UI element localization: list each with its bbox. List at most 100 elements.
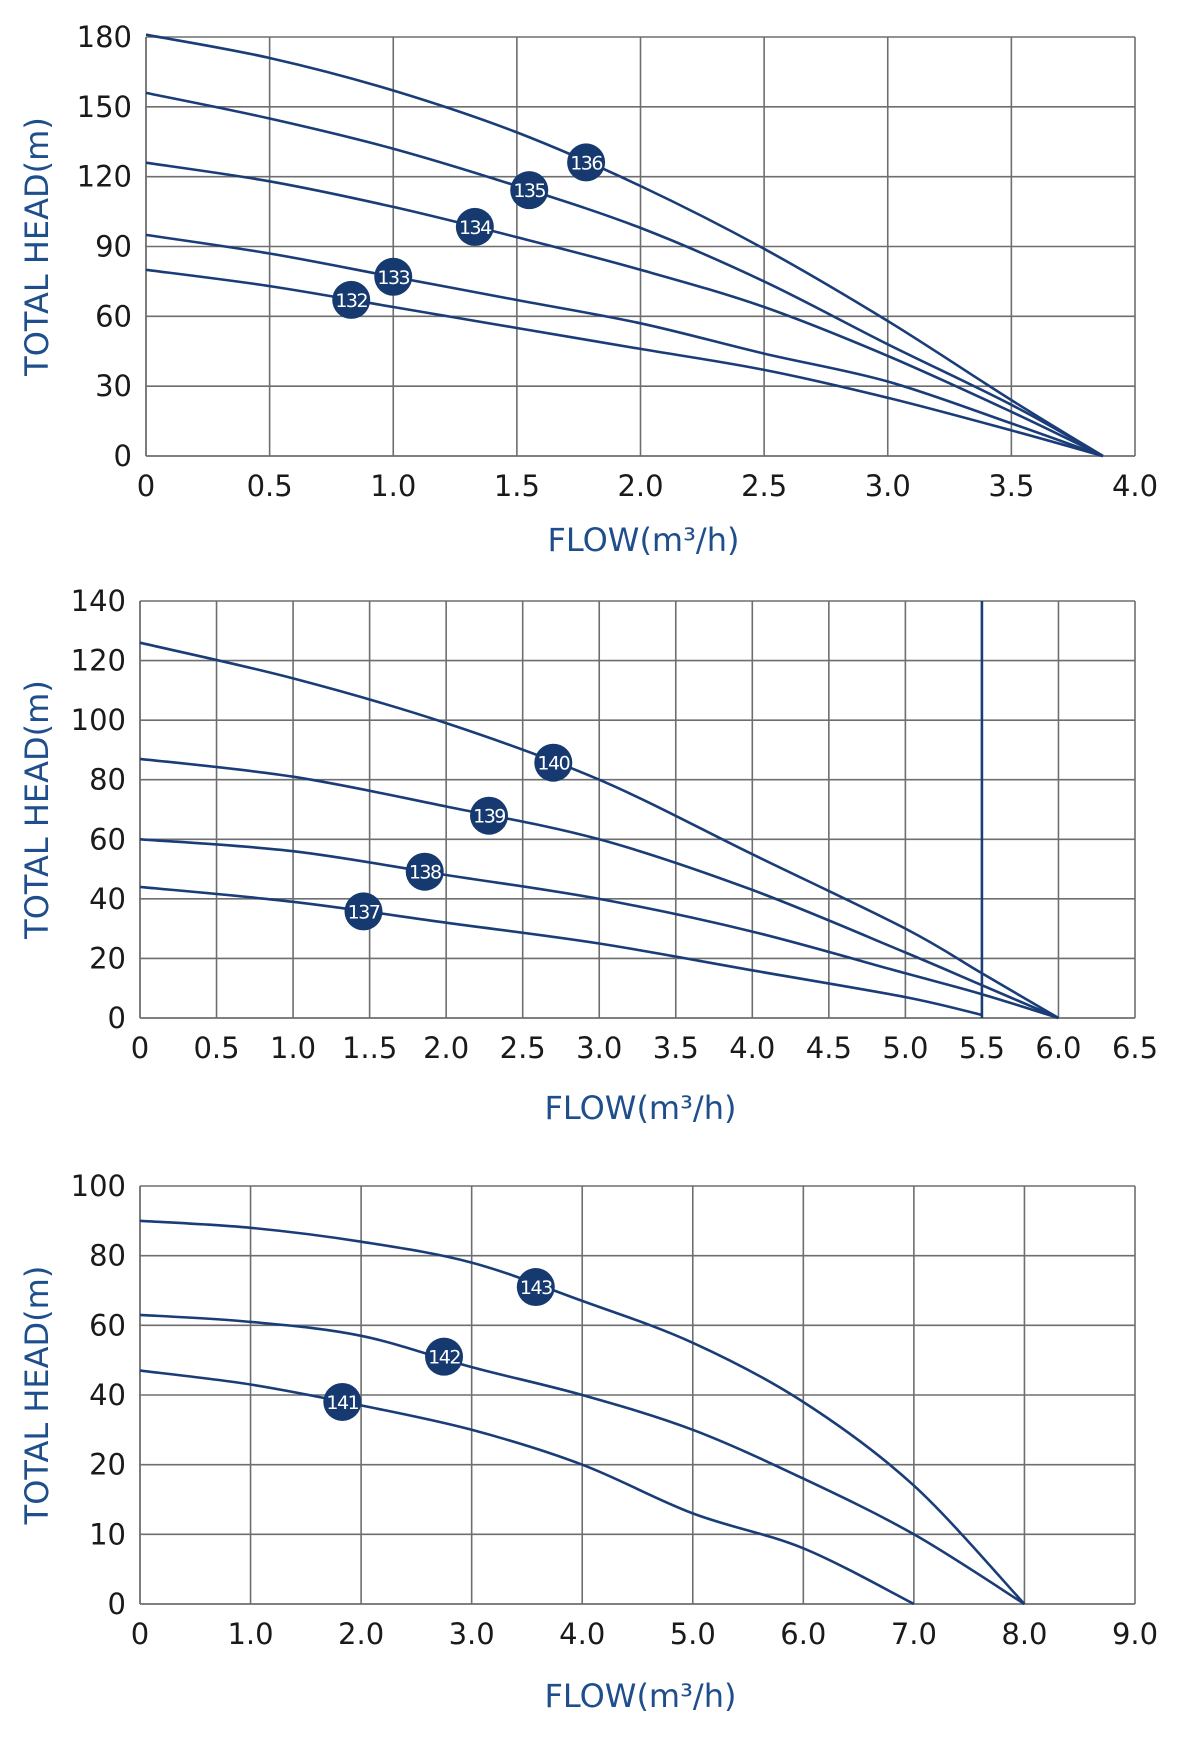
y-tick-label: 180 (77, 20, 132, 54)
curve-label-text: 139 (473, 806, 505, 828)
curve-label-badge (567, 143, 606, 182)
x-tick-label: 3.5 (988, 469, 1034, 503)
x-tick-label: 0.5 (247, 469, 293, 503)
curve-label-text: 133 (377, 267, 409, 289)
x-tick-label: 0 (131, 1617, 149, 1651)
x-axis-title: FLOW(m³/h) (545, 1089, 737, 1127)
x-tick-label: 5.0 (670, 1617, 716, 1651)
curve-label-badge (405, 852, 444, 891)
y-tick-label: 150 (77, 90, 132, 124)
x-tick-label: 3.0 (865, 469, 911, 503)
x-tick-label: 6.0 (780, 1617, 826, 1651)
curve-label-136: 136 (567, 143, 606, 182)
x-tick-label: 3.0 (449, 1617, 495, 1651)
x-tick-label: 1.0 (270, 1031, 316, 1065)
curve-label-137: 137 (344, 892, 383, 931)
curve-label-badge (344, 892, 383, 931)
x-tick-label: 3.5 (653, 1031, 699, 1065)
curve-label-142: 142 (425, 1337, 464, 1376)
curve-label-badge (323, 1382, 362, 1421)
y-tick-label: 60 (95, 299, 132, 333)
x-tick-label: 0 (131, 1031, 149, 1065)
y-tick-label: 40 (89, 1378, 126, 1412)
curve-label-badge (332, 280, 371, 319)
curve-label-text: 136 (570, 152, 602, 174)
y-axis-title: TOTAL HEAD(m) (18, 680, 56, 940)
curve-label-badge (470, 796, 509, 835)
y-tick-label: 60 (89, 822, 126, 856)
y-tick-label: 0 (108, 1001, 126, 1035)
curve-label-text: 142 (428, 1347, 460, 1369)
y-tick-label: 140 (71, 585, 126, 618)
x-tick-label: 4.0 (729, 1031, 775, 1065)
x-tick-label: 9.0 (1112, 1617, 1158, 1651)
curve-label-text: 137 (348, 901, 380, 923)
curve-label-132: 132 (332, 280, 371, 319)
curve-label-text: 132 (335, 290, 367, 312)
x-tick-label: 4.0 (1112, 469, 1158, 503)
x-tick-label: 6.5 (1112, 1031, 1158, 1065)
curve-label-badge (425, 1337, 464, 1376)
curve-label-text: 141 (326, 1392, 358, 1414)
curve-138 (139, 838, 1059, 1020)
x-tick-label: 0.5 (193, 1031, 239, 1065)
y-tick-label: 40 (89, 882, 126, 916)
x-tick-label: 5.0 (882, 1031, 928, 1065)
y-tick-label: 80 (89, 763, 126, 797)
y-tick-label: 100 (71, 1170, 126, 1203)
curve-label-134: 134 (455, 207, 494, 246)
x-tick-label: 1.0 (227, 1617, 273, 1651)
curve-label-139: 139 (470, 796, 509, 835)
x-tick-label: 1.5 (494, 469, 540, 503)
curve-label-badge (534, 743, 573, 782)
curve-139 (139, 757, 1060, 1020)
curve-label-badge (516, 1268, 555, 1307)
curve-132 (145, 268, 1104, 458)
curve-label-badge (510, 171, 549, 210)
curve-142 (139, 1313, 1026, 1606)
y-axis-title: TOTAL HEAD(m) (18, 1266, 56, 1526)
x-tick-label: 4.0 (559, 1617, 605, 1651)
pump-curve-chart-2: 0 0.5 1.0 1..5 2.0 2.5 3.0 3.5 4.0 4.5 5.0 5.5 6.0 6.… (18, 585, 1158, 1127)
curve-label-text: 138 (409, 862, 441, 884)
y-tick-label: 0 (108, 1587, 126, 1621)
curve-label-text: 143 (520, 1277, 552, 1299)
x-tick-label: 4.5 (806, 1031, 852, 1065)
curve-143 (139, 1219, 1026, 1605)
curve-137 (139, 885, 983, 1017)
x-tick-label: 2.5 (500, 1031, 546, 1065)
x-tick-label: 2.5 (741, 469, 787, 503)
x-tick-label: 0 (137, 469, 155, 503)
y-tick-label: 60 (89, 1308, 126, 1342)
grid (139, 600, 1136, 1019)
y-tick-label: 120 (71, 644, 126, 678)
curve-label-text: 134 (459, 217, 492, 239)
y-tick-label: 30 (95, 369, 132, 403)
curve-136 (145, 33, 1104, 458)
curve-label-135: 135 (510, 171, 549, 210)
x-tick-label: 2.0 (423, 1031, 469, 1065)
y-tick-label: 20 (89, 1448, 126, 1482)
x-tick-label: 2.0 (617, 469, 663, 503)
grid (145, 36, 1136, 457)
y-tick-label: 20 (89, 941, 126, 975)
pump-curve-chart-3: 0 1.0 2.0 3.0 4.0 5.0 6.0 7.0 8.0 9.0 0 10 20 40 60 80 1… (18, 1170, 1158, 1715)
curve-label-text: 140 (537, 753, 569, 775)
y-tick-label: 90 (95, 230, 132, 264)
curve-141 (139, 1369, 915, 1606)
x-tick-label: 6.0 (1035, 1031, 1081, 1065)
x-tick-label: 5.5 (959, 1031, 1005, 1065)
y-tick-label: 0 (114, 439, 132, 473)
curve-134 (145, 161, 1104, 458)
curve-135 (145, 91, 1104, 458)
curve-label-badge (374, 257, 413, 296)
curve-label-143: 143 (516, 1268, 555, 1307)
y-tick-label: 80 (89, 1239, 126, 1273)
x-axis-title: FLOW(m³/h) (548, 521, 740, 559)
x-tick-label: 8.0 (1001, 1617, 1047, 1651)
curve-label-badge (455, 207, 494, 246)
grid (139, 1185, 1136, 1605)
curve-133 (145, 233, 1104, 458)
x-tick-label: 7.0 (891, 1617, 937, 1651)
x-axis-title: FLOW(m³/h) (545, 1677, 737, 1715)
